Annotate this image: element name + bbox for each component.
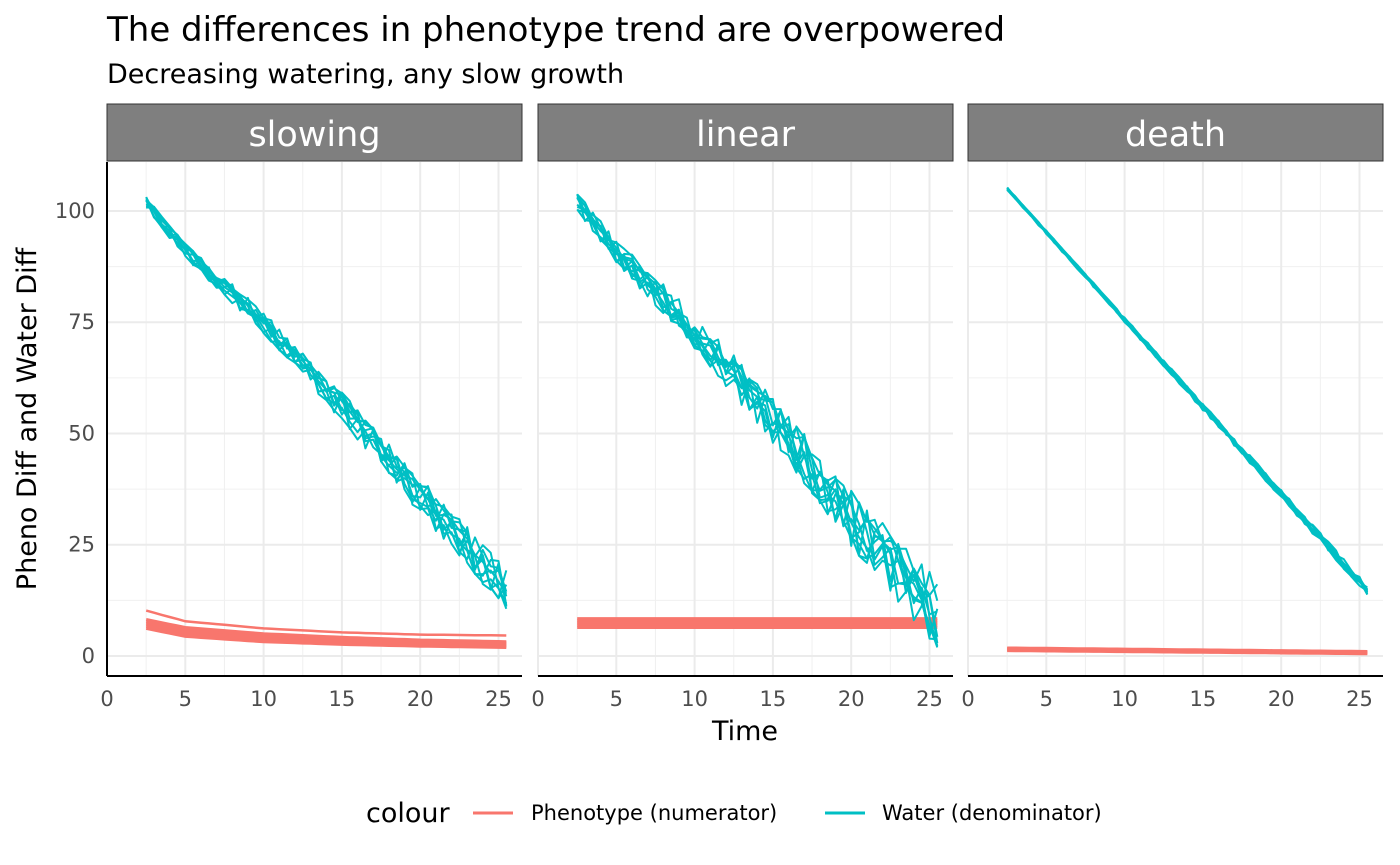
water-line (576, 194, 939, 648)
y-tick-label: 75 (68, 310, 95, 334)
legend-title: colour (366, 798, 450, 829)
x-tick-label: 15 (1190, 687, 1217, 711)
facet-strip-label: linear (696, 115, 796, 155)
chart-subtitle: Decreasing watering, any slow growth (107, 59, 624, 90)
y-axis-ticks: 0 25 50 75 100 (55, 199, 95, 668)
facet-panel-slowing: slowing 0 5 10 15 20 25 (100, 103, 523, 711)
facet-panel-linear: linear 0 5 10 15 20 25 (531, 103, 954, 711)
x-tick-label: 5 (610, 687, 623, 711)
water-line (1006, 186, 1369, 593)
water-line (576, 197, 939, 644)
y-axis-title: Pheno Diff and Water Diff (12, 246, 43, 590)
y-tick-label: 50 (68, 421, 95, 445)
x-tick-label: 15 (329, 687, 356, 711)
x-tick-label: 20 (1268, 687, 1295, 711)
x-tick-label: 10 (250, 687, 277, 711)
x-tick-label: 0 (531, 687, 544, 711)
water-line (576, 197, 939, 601)
x-tick-label: 25 (916, 687, 943, 711)
y-tick-label: 0 (82, 644, 95, 668)
phenotype-line (1007, 646, 1368, 653)
x-tick-label: 10 (1111, 687, 1138, 711)
y-tick-label: 100 (55, 199, 95, 223)
x-tick-label: 0 (961, 687, 974, 711)
x-tick-label: 0 (100, 687, 113, 711)
phenotype-line (145, 618, 507, 644)
facet-panel-death: death 0 5 10 15 20 25 (961, 103, 1384, 711)
x-axis-title: Time (711, 716, 778, 747)
facet-strip-label: death (1125, 115, 1226, 155)
water-line (576, 206, 939, 622)
x-tick-label: 20 (838, 687, 865, 711)
x-tick-label: 5 (179, 687, 192, 711)
water-line (576, 203, 938, 616)
water-line (145, 200, 508, 593)
water-line (145, 196, 508, 604)
facet-strip-label: slowing (248, 115, 380, 155)
x-tick-label: 25 (485, 687, 512, 711)
phenotype-line (145, 609, 507, 637)
facet-strip (967, 103, 1384, 162)
x-tick-label: 20 (407, 687, 434, 711)
water-line (576, 193, 938, 641)
y-tick-label: 25 (68, 533, 95, 557)
x-tick-label: 25 (1346, 687, 1373, 711)
x-tick-label: 10 (681, 687, 708, 711)
legend-label-phenotype: Phenotype (numerator) (531, 801, 777, 825)
legend-label-water: Water (denominator) (882, 801, 1102, 825)
legend: colour Phenotype (numerator) Water (deno… (366, 798, 1102, 829)
facet-panels: slowing 0 5 10 15 20 25 linear 0 5 10 15 20 25 death 0 5… (100, 103, 1384, 711)
facet-strip (106, 103, 523, 162)
x-tick-label: 5 (1040, 687, 1053, 711)
x-tick-label: 15 (760, 687, 787, 711)
chart-title: The differences in phenotype trend are o… (106, 10, 1005, 50)
facet-strip (537, 103, 954, 162)
